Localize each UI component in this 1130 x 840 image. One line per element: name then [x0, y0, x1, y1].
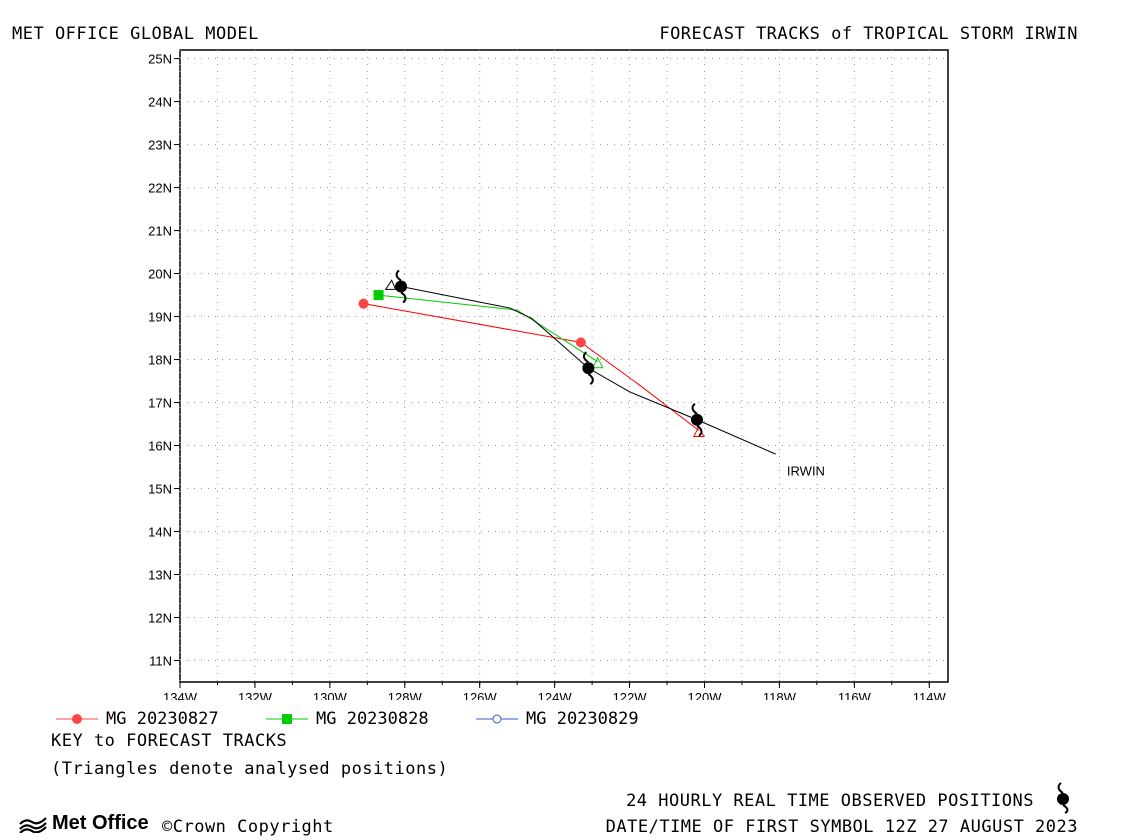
lat-tick-label: 16N	[148, 439, 172, 454]
hurricane-core	[690, 413, 703, 426]
lat-tick-label: 15N	[148, 482, 172, 497]
lon-tick-label: 116W	[838, 690, 872, 700]
lon-tick-label: 118W	[763, 690, 797, 700]
hurricane-arm	[395, 269, 402, 282]
lat-tick-label: 24N	[148, 95, 172, 110]
logo-text: Met Office	[52, 812, 149, 834]
forecast-tracks	[358, 290, 705, 437]
copyright-text: ©Crown Copyright	[162, 817, 334, 837]
hurricane-symbol-icon	[1057, 782, 1069, 814]
lat-tick-label: 11N	[149, 654, 172, 669]
hurricane-arm	[400, 291, 407, 304]
hurricane-symbol-icon	[395, 269, 408, 304]
met-office-logo: Met Office	[18, 812, 149, 835]
forecast-track-line	[378, 294, 598, 363]
legend-item-mg20230827: MG 20230827	[56, 708, 219, 730]
lon-tick-label: 122W	[613, 690, 648, 700]
lat-tick-label: 14N	[148, 525, 172, 540]
hurricane-arm	[696, 424, 703, 437]
legend-marker-circle-icon	[56, 714, 98, 724]
legend-item-mg20230828: MG 20230828	[266, 708, 429, 730]
forecast-track-line	[363, 303, 700, 431]
lat-tick-label: 20N	[148, 267, 172, 282]
legend-item-mg20230829: MG 20230829	[476, 708, 639, 730]
key-note: (Triangles denote analysed positions)	[51, 759, 449, 779]
key-title: KEY to FORECAST TRACKS	[51, 731, 288, 751]
lat-tick-label: 17N	[148, 396, 172, 411]
hurricane-symbol-icon	[690, 402, 703, 437]
lon-tick-label: 132W	[238, 690, 273, 700]
lat-tick-label: 19N	[148, 310, 172, 325]
lon-tick-label: 126W	[463, 690, 498, 700]
legend-label: MG 20230827	[106, 709, 219, 729]
hurricane-arm	[582, 351, 589, 364]
lon-tick-label: 134W	[163, 690, 198, 700]
observed-positions-label: 24 HOURLY REAL TIME OBSERVED POSITIONS	[626, 791, 1034, 811]
first-symbol-datetime: DATE/TIME OF FIRST SYMBOL 12Z 27 AUGUST …	[605, 817, 1078, 837]
legend-label: MG 20230828	[316, 709, 429, 729]
lat-tick-label: 21N	[148, 224, 172, 239]
header-right-title: FORECAST TRACKS of TROPICAL STORM IRWIN	[659, 24, 1078, 44]
legend-marker-open-circle-icon	[476, 714, 518, 724]
lon-tick-label: 130W	[313, 690, 348, 700]
observed-track	[384, 269, 776, 455]
hurricane-symbol-icon	[582, 351, 595, 385]
met-office-logo-icon	[19, 816, 47, 833]
axis-ticks: 25N 24N 23N 22N 21N 20N 19N 18N 17N 16N 15N 14N 13N 1…	[148, 52, 946, 700]
forecast-marker-circle	[358, 298, 369, 309]
lon-tick-label: 124W	[538, 690, 573, 700]
lon-tick-label: 114W	[913, 690, 947, 700]
hurricane-core	[395, 280, 408, 293]
lat-tick-label: 25N	[148, 52, 172, 67]
forecast-marker-circle	[575, 337, 586, 348]
storm-label: IRWIN	[787, 463, 825, 478]
forecast-marker-square	[373, 290, 384, 301]
lat-tick-label: 22N	[148, 181, 172, 196]
track-map: 25N 24N 23N 22N 21N 20N 19N 18N 17N 16N 15N 14N 13N 1…	[148, 49, 949, 700]
header-left-title: MET OFFICE GLOBAL MODEL	[12, 24, 259, 44]
lon-tick-label: 120W	[688, 690, 723, 700]
lat-tick-label: 18N	[148, 353, 172, 368]
map-frame	[179, 49, 949, 683]
lat-tick-label: 13N	[148, 568, 172, 583]
legend-marker-square-icon	[266, 714, 308, 724]
hurricane-arm	[691, 402, 698, 415]
analysed-position-triangle	[384, 279, 397, 290]
hurricane-core	[582, 362, 595, 375]
lat-tick-label: 23N	[148, 138, 172, 153]
hurricane-arm	[587, 373, 594, 385]
lon-tick-label: 128W	[388, 690, 423, 700]
lat-tick-label: 12N	[148, 611, 172, 626]
legend-label: MG 20230829	[526, 709, 639, 729]
analysed-position-triangle	[591, 356, 604, 369]
